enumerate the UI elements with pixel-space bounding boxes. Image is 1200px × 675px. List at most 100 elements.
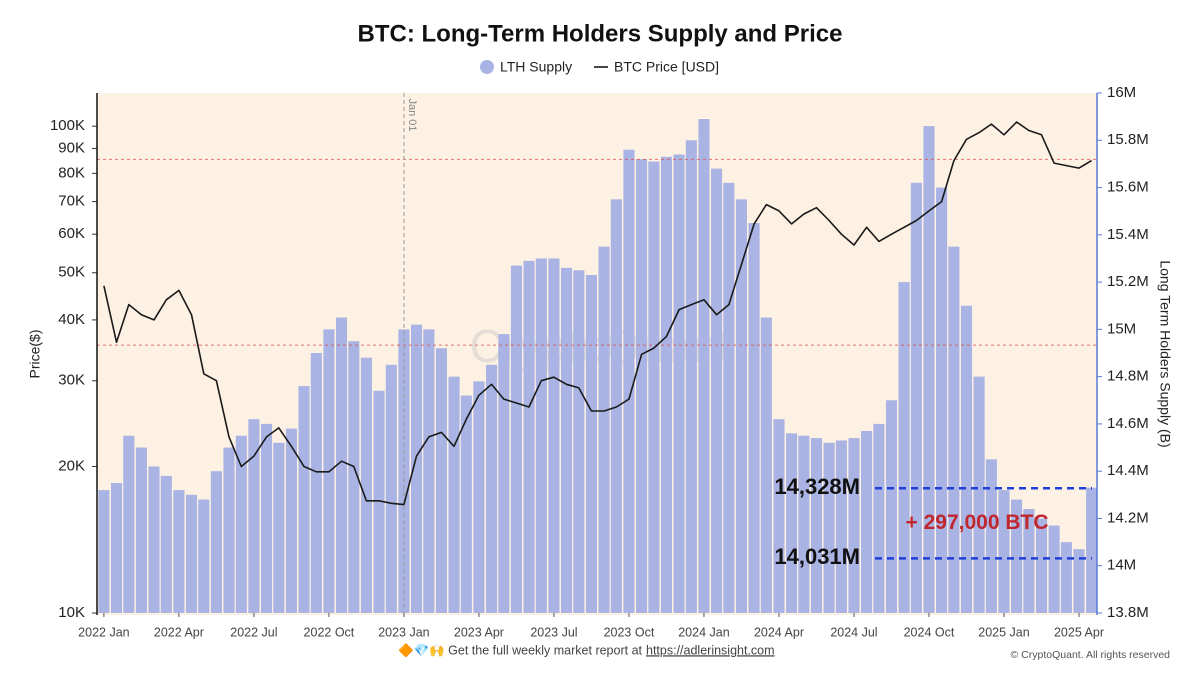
y2-tick-label: 14.4M (1107, 462, 1149, 479)
lth-bar (623, 149, 635, 613)
y2-axis-label: Long Term Holders Supply (B) (1157, 260, 1173, 447)
lth-bar (660, 156, 673, 613)
copyright: © CryptoQuant. All rights reserved (1011, 649, 1171, 661)
y-tick-label: 50K (58, 264, 85, 281)
lth-bar (373, 390, 385, 613)
lth-bar (810, 438, 823, 613)
lth-bar (173, 490, 185, 613)
y-tick-label: 10K (58, 604, 85, 621)
lth-bar (185, 494, 198, 613)
lth-bar (861, 431, 873, 613)
lth-bar (585, 275, 597, 613)
lth-bar (973, 376, 985, 613)
legend-label: LTH Supply (500, 59, 572, 75)
lth-bar (636, 159, 648, 613)
y2-tick-label: 15.4M (1107, 226, 1149, 243)
y2-tick-label: 14.8M (1107, 368, 1149, 385)
lth-bar (423, 329, 435, 613)
y2-tick-label: 15.6M (1107, 179, 1149, 196)
lth-bar (548, 258, 560, 613)
lth-bar (648, 161, 660, 613)
lth-bar (835, 440, 847, 613)
lth-bar (510, 265, 522, 613)
y-axis-label: Price($) (27, 329, 43, 378)
lth-bar (723, 182, 735, 613)
y2-tick-label: 14M (1107, 557, 1136, 574)
lth-bar (823, 442, 835, 613)
lth-bar (985, 459, 997, 613)
legend-label: BTC Price [USD] (614, 59, 719, 75)
x-tick-label: 2022 Jan (78, 625, 129, 639)
lth-bar (210, 471, 222, 613)
x-tick-label: 2022 Jul (230, 625, 277, 639)
annotation-label: 14,328M (774, 474, 860, 499)
x-tick-label: 2023 Oct (604, 625, 655, 639)
lth-bar (910, 182, 922, 613)
lth-bar (998, 490, 1010, 613)
lth-bar (923, 126, 935, 613)
y-tick-label: 30K (58, 372, 85, 389)
lth-bar (960, 305, 973, 613)
y-tick-label: 70K (58, 193, 85, 210)
y-tick-label: 20K (58, 457, 85, 474)
lth-bar (285, 428, 297, 613)
x-tick-label: 2024 Jan (678, 625, 729, 639)
lth-bar (1011, 499, 1023, 613)
lth-bar (685, 140, 697, 614)
price-line (103, 121, 1093, 506)
y2-tick-label: 15.2M (1107, 273, 1149, 290)
x-tick-label: 2023 Jan (378, 625, 429, 639)
lth-bar (936, 187, 948, 613)
y2-tick-label: 16M (1107, 84, 1136, 101)
y2-tick-label: 14.6M (1107, 415, 1149, 432)
y-tick-label: 100K (50, 117, 85, 134)
annotation-label: 14,031M (774, 544, 860, 569)
x-tick-label: 2024 Apr (754, 625, 804, 639)
lth-bar (135, 447, 147, 613)
y-tick-label: 40K (58, 311, 85, 328)
y2-tick-label: 15.8M (1107, 131, 1149, 148)
lth-bar (310, 353, 322, 613)
lth-bar (335, 317, 348, 613)
lth-bar (760, 317, 772, 613)
lth-bar (1086, 487, 1098, 613)
lth-bar (748, 223, 760, 613)
lth-bar (786, 433, 798, 613)
lth-bar (348, 341, 360, 613)
lth-bar (1035, 518, 1048, 613)
lth-bar (1048, 525, 1060, 613)
lth-bar (485, 364, 498, 613)
footer: 🔶💎🙌 Get the full weekly market report at (398, 642, 643, 657)
vertical-marker-label: Jan 01 (406, 98, 418, 131)
x-tick-label: 2022 Oct (304, 625, 355, 639)
lth-bar (410, 324, 423, 613)
lth-bar (523, 260, 535, 613)
lth-bar (160, 475, 172, 613)
lth-bar (223, 447, 235, 613)
y-tick-label: 80K (58, 164, 85, 181)
lth-bar (98, 490, 110, 613)
difference-label: + 297,000 BTC (905, 511, 1048, 534)
lth-bar (898, 282, 910, 613)
lth-bar (1060, 542, 1072, 613)
lth-bar (198, 499, 210, 613)
legend-swatch (480, 60, 494, 74)
lth-bar (873, 423, 885, 613)
x-tick-label: 2023 Apr (454, 625, 504, 639)
y-tick-label: 90K (58, 139, 85, 156)
lth-bar (773, 419, 785, 613)
x-tick-label: 2025 Apr (1054, 625, 1104, 639)
lth-bar (248, 419, 260, 613)
chart-title: BTC: Long-Term Holders Supply and Price (358, 20, 843, 47)
footer-link[interactable]: https://adlerinsight.com (646, 643, 775, 657)
lth-bar (498, 334, 510, 613)
lth-bar (435, 348, 447, 613)
y2-tick-label: 15M (1107, 320, 1136, 337)
lth-bar (260, 423, 273, 613)
lth-bar (460, 395, 472, 613)
lth-bar (698, 119, 710, 613)
lth-bar (598, 246, 610, 614)
lth-bar (948, 246, 960, 614)
lth-bar (735, 199, 748, 613)
